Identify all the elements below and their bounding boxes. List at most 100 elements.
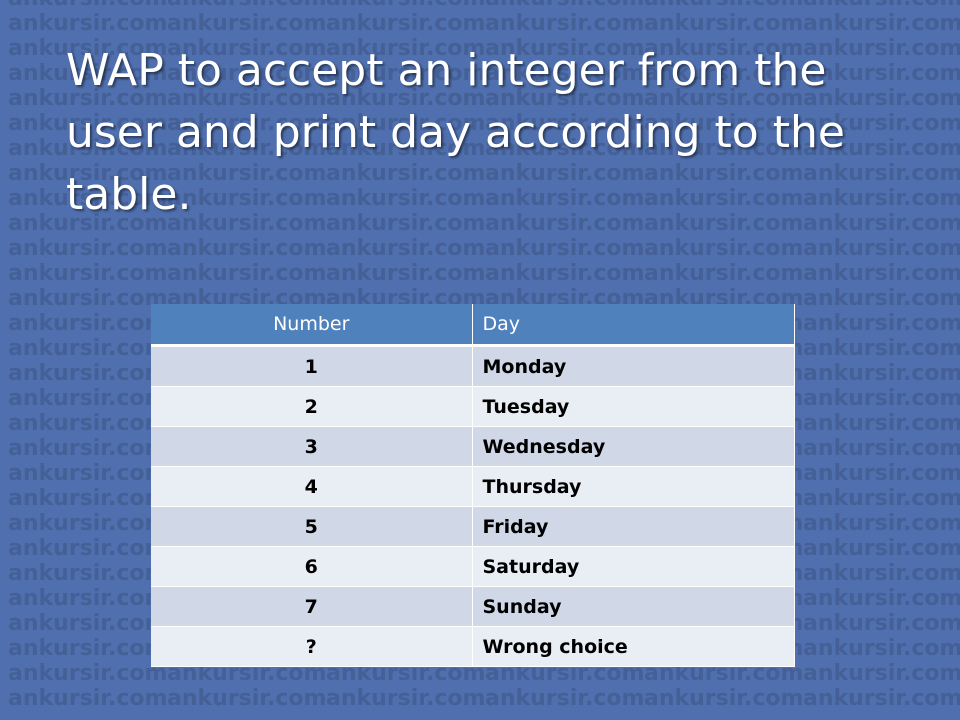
watermark-text: ankursir.com bbox=[803, 11, 960, 36]
watermark-text: ankursir.com bbox=[326, 111, 486, 136]
watermark-text: ankursir.com bbox=[8, 61, 168, 86]
watermark-text: ankursir.com bbox=[485, 86, 645, 111]
watermark-text: ankursir.com bbox=[8, 611, 168, 636]
watermark-text: ankursir.com bbox=[803, 461, 960, 486]
watermark-text: ankursir.com bbox=[485, 61, 645, 86]
header-day: Day bbox=[472, 304, 795, 347]
watermark-text: ankursir.com bbox=[167, 261, 327, 286]
watermark-text: ankursir.com bbox=[803, 661, 960, 686]
watermark-text: ankursir.com bbox=[167, 186, 327, 211]
cell-number: 5 bbox=[151, 506, 473, 547]
watermark-row: ankursir.comankursir.comankursir.comanku… bbox=[8, 686, 960, 712]
cell-number: 3 bbox=[151, 426, 473, 467]
watermark-text: ankursir.com bbox=[167, 11, 327, 36]
cell-day: Wednesday bbox=[472, 426, 795, 467]
watermark-text: ankursir.com bbox=[8, 311, 168, 336]
watermark-text: ankursir.com bbox=[803, 436, 960, 461]
watermark-text: ankursir.com bbox=[644, 111, 804, 136]
table-row: 1 Monday bbox=[151, 345, 795, 387]
watermark-text: ankursir.com bbox=[485, 111, 645, 136]
watermark-text: ankursir.com bbox=[803, 236, 960, 261]
watermark-text: ankursir.com bbox=[485, 161, 645, 186]
watermark-text: ankursir.com bbox=[803, 511, 960, 536]
watermark-text: ankursir.com bbox=[8, 511, 168, 536]
table-row: 5 Friday bbox=[151, 506, 795, 547]
watermark-text: ankursir.com bbox=[8, 211, 168, 236]
watermark-text: ankursir.com bbox=[803, 161, 960, 186]
watermark-text: ankursir.com bbox=[8, 561, 168, 586]
cell-day: Friday bbox=[472, 506, 795, 547]
table-row: 6 Saturday bbox=[151, 546, 795, 587]
watermark-text: ankursir.com bbox=[803, 411, 960, 436]
table-row: 3 Wednesday bbox=[151, 426, 795, 467]
watermark-text: ankursir.com bbox=[8, 111, 168, 136]
cell-day: Sunday bbox=[472, 586, 795, 627]
slide-title: WAP to accept an integer from the user a… bbox=[66, 45, 845, 220]
watermark-text: ankursir.com bbox=[167, 211, 327, 236]
watermark-text: ankursir.com bbox=[8, 436, 168, 461]
watermark-text: ankursir.com bbox=[8, 236, 168, 261]
watermark-text: ankursir.com bbox=[803, 36, 960, 61]
watermark-text: ankursir.com bbox=[485, 0, 644, 12]
watermark-text: ankursir.com bbox=[485, 236, 645, 261]
watermark-text: ankursir.com bbox=[803, 336, 960, 361]
watermark-text: ankursir.com bbox=[326, 0, 485, 12]
watermark-text: ankursir.com bbox=[803, 211, 960, 236]
watermark-text: ankursir.com bbox=[485, 11, 645, 36]
watermark-text: ankursir.com bbox=[8, 361, 168, 386]
table-header-row: Number Day bbox=[151, 304, 795, 347]
watermark-text: ankursir.com bbox=[644, 11, 804, 36]
watermark-text: ankursir.com bbox=[8, 536, 168, 561]
watermark-text: ankursir.com bbox=[803, 686, 960, 711]
table-row: 2 Tuesday bbox=[151, 386, 795, 427]
watermark-text: ankursir.com bbox=[803, 311, 960, 336]
watermark-text: ankursir.com bbox=[8, 11, 168, 36]
watermark-text: ankursir.com bbox=[803, 61, 960, 86]
watermark-row: ankursir.comankursir.comankursir.comanku… bbox=[8, 236, 960, 262]
watermark-text: ankursir.com bbox=[8, 486, 168, 511]
watermark-text: ankursir.com bbox=[8, 86, 168, 111]
day-table: Number Day 1 Monday 2 Tuesday 3 Wednesda… bbox=[151, 304, 795, 667]
watermark-text: ankursir.com bbox=[8, 586, 168, 611]
watermark-text: ankursir.com bbox=[8, 161, 168, 186]
watermark-text: ankursir.com bbox=[803, 261, 960, 286]
watermark-text: ankursir.com bbox=[326, 61, 486, 86]
watermark-text: ankursir.com bbox=[803, 536, 960, 561]
cell-number: 2 bbox=[151, 386, 473, 427]
watermark-text: ankursir.com bbox=[8, 286, 168, 311]
watermark-row: ankursir.comankursir.comankursir.comanku… bbox=[8, 36, 960, 62]
watermark-row: ankursir.comankursir.comankursir.comanku… bbox=[8, 161, 960, 187]
watermark-row: ankursir.comankursir.comankursir.comanku… bbox=[8, 61, 960, 87]
watermark-text: ankursir.com bbox=[644, 136, 804, 161]
cell-number: 6 bbox=[151, 546, 473, 587]
watermark-text: ankursir.com bbox=[167, 0, 326, 12]
watermark-text: ankursir.com bbox=[644, 61, 804, 86]
watermark-text: ankursir.com bbox=[326, 11, 486, 36]
watermark-text: ankursir.com bbox=[803, 636, 960, 661]
watermark-text: ankursir.com bbox=[326, 36, 486, 61]
cell-number: 1 bbox=[151, 345, 473, 387]
watermark-text: ankursir.com bbox=[326, 236, 486, 261]
watermark-text: ankursir.com bbox=[644, 236, 804, 261]
watermark-text: ankursir.com bbox=[167, 86, 327, 111]
watermark-text: ankursir.com bbox=[326, 261, 486, 286]
watermark-text: ankursir.com bbox=[8, 336, 168, 361]
cell-day: Wrong choice bbox=[472, 626, 795, 667]
watermark-text: ankursir.com bbox=[644, 0, 803, 12]
table-row: 7 Sunday bbox=[151, 586, 795, 627]
watermark-row: ankursir.comankursir.comankursir.comanku… bbox=[8, 261, 960, 287]
watermark-text: ankursir.com bbox=[803, 361, 960, 386]
watermark-text: ankursir.com bbox=[644, 86, 804, 111]
watermark-text: ankursir.com bbox=[644, 186, 804, 211]
watermark-text: ankursir.com bbox=[167, 686, 327, 711]
watermark-text: ankursir.com bbox=[803, 136, 960, 161]
watermark-text: ankursir.com bbox=[167, 61, 327, 86]
cell-day: Monday bbox=[472, 345, 795, 387]
watermark-text: ankursir.com bbox=[167, 36, 327, 61]
watermark-row: ankursir.comankursir.comankursir.comanku… bbox=[8, 211, 960, 237]
watermark-text: ankursir.com bbox=[803, 561, 960, 586]
watermark-text: ankursir.com bbox=[644, 261, 804, 286]
watermark-text: ankursir.com bbox=[326, 86, 486, 111]
watermark-text: ankursir.com bbox=[8, 661, 168, 686]
watermark-text: ankursir.com bbox=[8, 36, 168, 61]
